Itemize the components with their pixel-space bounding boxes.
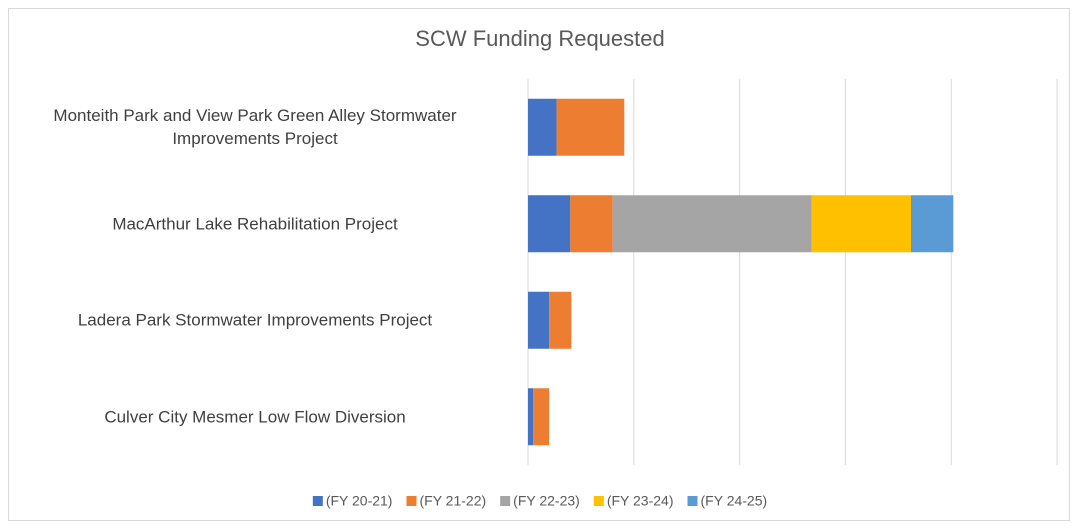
bar-segment [556, 98, 625, 156]
category-label: Monteith Park and View Park Green Alley … [53, 106, 457, 149]
legend-swatch [500, 496, 511, 506]
chart-title: SCW Funding Requested [415, 26, 664, 51]
legend-swatch [406, 496, 417, 506]
bar-segment [528, 195, 571, 253]
bar-segment [528, 98, 557, 156]
legend-label: (FY 24-25) [701, 493, 768, 509]
legend-label: (FY 21-22) [419, 493, 486, 509]
bar-segment [528, 388, 534, 446]
bar-segment [570, 195, 613, 253]
bar-segment [533, 388, 550, 446]
legend-label: (FY 20-21) [326, 493, 393, 509]
legend-swatch [687, 496, 698, 506]
legend-swatch [312, 496, 323, 506]
bar-segment [612, 195, 812, 253]
bar-segment [910, 195, 954, 253]
bar-segment [811, 195, 911, 253]
bar-segment [528, 291, 550, 349]
category-label: Ladera Park Stormwater Improvements Proj… [77, 310, 433, 330]
category-label: Culver City Mesmer Low Flow Diversion [104, 407, 406, 427]
legend-swatch [593, 496, 604, 506]
bar-segment [549, 291, 572, 349]
legend-label: (FY 22-23) [513, 493, 580, 509]
legend-label: (FY 23-24) [607, 493, 674, 509]
category-label: MacArthur Lake Rehabilitation Project [112, 214, 398, 234]
